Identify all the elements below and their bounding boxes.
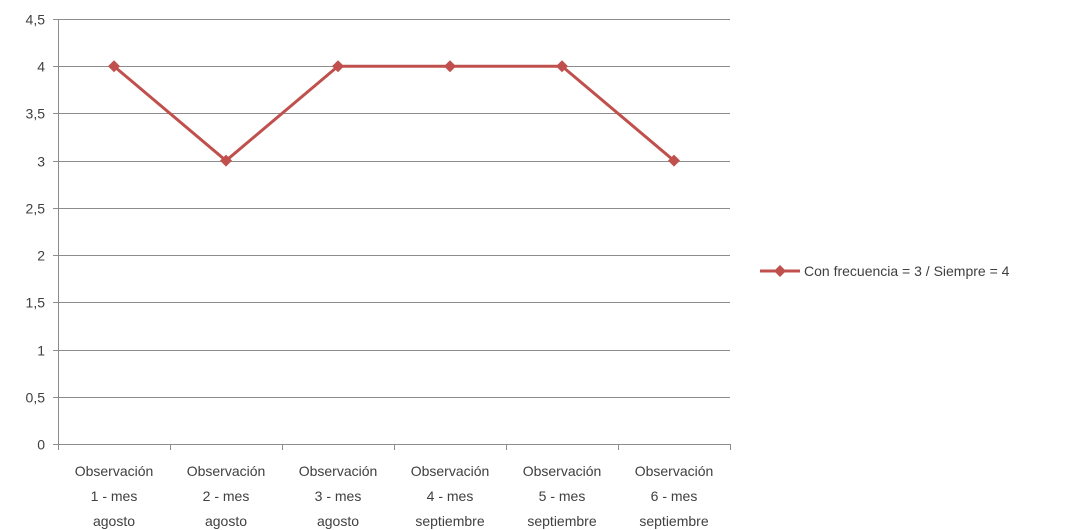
data-point-marker — [108, 60, 120, 73]
x-axis-tick-labels: Observación 1 - mes agosto Observación 2 - m… — [75, 463, 714, 529]
y-tick-label: 3,5 — [26, 106, 46, 122]
series-line — [113, 64, 675, 163]
y-tick-label: 4 — [37, 59, 45, 75]
legend: Con frecuencia = 3 / Siempre = 4 — [760, 263, 1010, 279]
x-tick-label: Observación 6 - mes septiembre — [635, 463, 714, 529]
x-tick-label: Observación 1 - mes agosto — [75, 463, 154, 529]
y-tick-label: 0,5 — [26, 390, 46, 406]
y-tick-label: 4,5 — [26, 12, 46, 28]
y-tick-label: 1 — [37, 343, 45, 359]
data-point-marker — [220, 154, 232, 167]
legend-label: Con frecuencia = 3 / Siempre = 4 — [804, 263, 1010, 279]
y-tick-label: 2,5 — [26, 201, 46, 217]
legend-marker — [774, 265, 786, 277]
x-tick-label: Observación 2 - mes agosto — [187, 463, 266, 529]
x-tick-label: Observación 3 - mes agosto — [299, 463, 378, 529]
y-tick-label: 2 — [37, 248, 45, 264]
data-point-marker — [556, 60, 568, 73]
data-point-marker — [444, 60, 456, 73]
gridlines — [58, 19, 730, 398]
y-tick-label: 0 — [37, 437, 45, 453]
x-tick-label: Observación 4 - mes septiembre — [411, 463, 490, 529]
y-tick-label: 1,5 — [26, 295, 46, 311]
y-tick-label: 3 — [37, 154, 45, 170]
series-layer — [108, 60, 680, 167]
data-point-marker — [332, 60, 344, 73]
y-axis-tick-labels: 0 0,5 1 1,5 2 2,5 3 3,5 4 4,5 — [26, 12, 46, 453]
axes — [53, 19, 731, 450]
data-point-marker — [668, 154, 680, 167]
x-tick-label: Observación 5 - mes septiembre — [523, 463, 602, 529]
